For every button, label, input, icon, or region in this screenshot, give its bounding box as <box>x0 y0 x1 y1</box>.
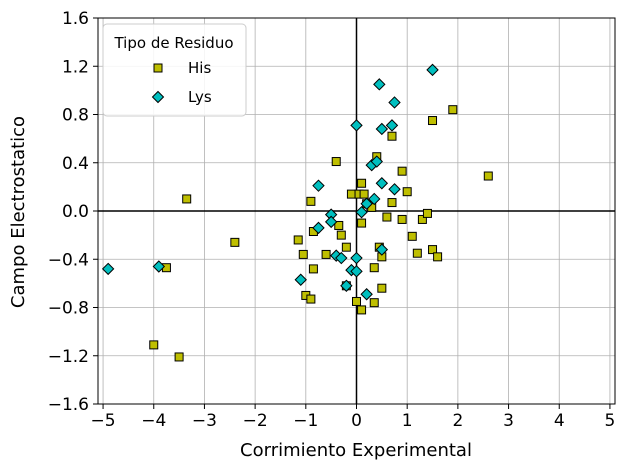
legend-marker-lys <box>151 90 165 104</box>
data-points <box>101 63 493 362</box>
y-tick-label: 1.2 <box>62 57 89 77</box>
lys-point <box>388 183 401 196</box>
x-tick-label: 2 <box>452 411 463 431</box>
his-point <box>412 248 422 258</box>
his-point <box>382 212 392 222</box>
his-point <box>428 245 438 255</box>
x-tick-label: −5 <box>91 411 116 431</box>
legend-title: Tipo de Residuo <box>113 34 233 52</box>
his-point <box>174 352 184 362</box>
legend: Tipo de Residuo His Lys <box>102 23 247 117</box>
legend-entries: His Lys <box>151 59 212 106</box>
x-tick-label: 4 <box>554 411 565 431</box>
y-tick-label: −1.6 <box>48 395 89 415</box>
his-point <box>417 214 427 224</box>
y-tick-label: 0.4 <box>62 154 89 174</box>
y-tick-label: 0.8 <box>62 106 89 126</box>
lys-point <box>360 288 373 301</box>
his-point <box>298 249 308 259</box>
his-point <box>346 189 356 199</box>
his-point <box>182 194 192 204</box>
his-point <box>433 252 443 262</box>
x-tick-label: 0 <box>351 411 362 431</box>
legend-box <box>102 23 247 117</box>
axis-ticks: −5 −4 −3 −2 −1 0 1 2 3 4 5 −1.6 −1.2 −0.8 −0.4 0.0 0.4 0.… <box>48 9 616 431</box>
lys-point <box>375 177 389 190</box>
his-point <box>230 237 240 247</box>
y-tick-label: −1.2 <box>48 347 89 367</box>
his-point <box>483 171 493 181</box>
lys-point <box>324 215 338 229</box>
y-tick-label: 1.6 <box>62 9 89 29</box>
lys-point <box>312 179 325 192</box>
lys-point <box>340 279 353 292</box>
lys-point <box>350 265 363 278</box>
x-tick-label: 5 <box>605 411 616 431</box>
his-point <box>387 131 397 141</box>
his-point <box>402 187 412 197</box>
his-point <box>306 294 316 304</box>
his-point <box>334 220 344 230</box>
his-point <box>336 230 346 240</box>
x-tick-label: −2 <box>243 411 268 431</box>
lys-point <box>350 119 363 132</box>
x-tick-label: 3 <box>503 411 514 431</box>
his-point <box>407 231 417 241</box>
his-point <box>387 198 397 208</box>
y-tick-label: −0.4 <box>48 250 89 270</box>
lys-point <box>355 205 368 219</box>
his-point <box>352 296 361 306</box>
y-tick-label: −0.8 <box>48 299 89 319</box>
his-point <box>397 214 407 224</box>
lys-point <box>373 78 386 91</box>
lys-point <box>360 197 373 210</box>
legend-marker-his <box>153 63 163 73</box>
his-point <box>397 166 407 176</box>
his-point <box>357 305 367 315</box>
his-point <box>369 263 379 273</box>
x-tick-label: −1 <box>293 411 318 431</box>
lys-point <box>388 96 401 109</box>
his-point <box>341 242 351 252</box>
his-point <box>369 298 379 308</box>
lys-point <box>101 262 115 276</box>
x-tick-label: 1 <box>402 411 413 431</box>
legend-label-his: His <box>188 59 211 77</box>
his-point <box>308 264 318 274</box>
lys-point <box>370 155 383 168</box>
y-axis-title: Campo Electrostatico <box>8 116 29 308</box>
his-point <box>448 105 458 115</box>
y-tick-label: 0.0 <box>62 202 89 222</box>
lys-point <box>312 221 325 235</box>
his-point <box>377 283 387 293</box>
his-point <box>331 157 341 167</box>
lys-point <box>335 251 348 265</box>
legend-label-lys: Lys <box>188 88 212 106</box>
lys-point <box>368 192 381 206</box>
his-point <box>149 340 159 350</box>
his-point <box>321 249 331 259</box>
his-point <box>293 235 303 245</box>
his-point <box>306 196 316 206</box>
lys-point <box>294 273 307 286</box>
his-point <box>359 189 369 199</box>
his-point <box>422 208 432 218</box>
lys-point <box>385 119 399 132</box>
lys-point <box>426 63 439 77</box>
x-tick-label: −4 <box>141 411 166 431</box>
x-tick-label: −3 <box>192 411 217 431</box>
his-point <box>357 178 367 188</box>
lys-point <box>375 122 389 136</box>
lys-point <box>375 243 389 256</box>
x-axis-title: Corrimiento Experimental <box>240 440 472 461</box>
his-point <box>357 218 367 228</box>
his-point <box>428 116 438 126</box>
zero-lines <box>98 18 615 404</box>
lys-point <box>152 260 166 273</box>
lys-point <box>350 251 363 265</box>
